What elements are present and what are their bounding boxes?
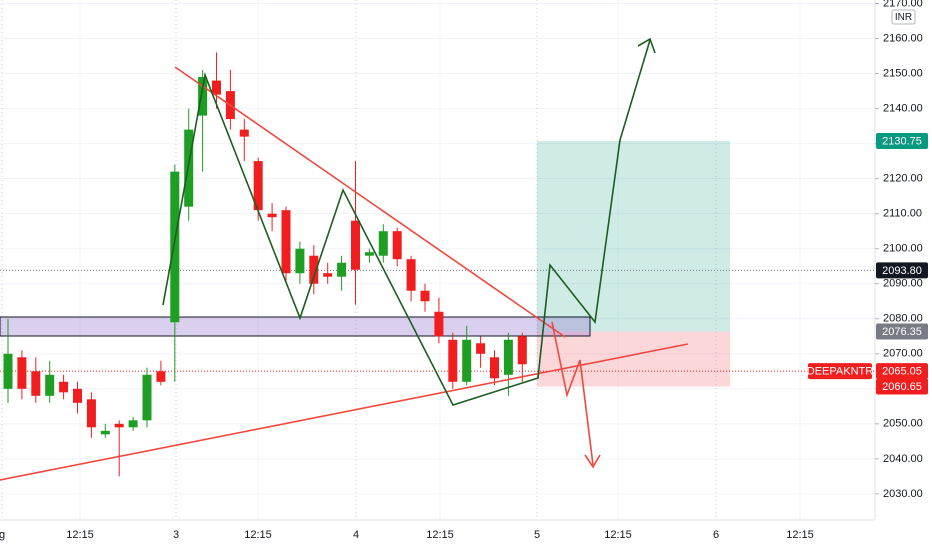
y-tick-label: 2170.00 xyxy=(883,0,923,9)
candle-body xyxy=(323,273,333,277)
y-tick-label: 2040.00 xyxy=(883,453,923,465)
resistance-trendline xyxy=(174,66,566,338)
x-tick-label: 5 xyxy=(534,529,540,541)
price-tag xyxy=(876,323,928,340)
price-tag-label: 2060.65 xyxy=(882,381,922,393)
price-tag-label: 2065.05 xyxy=(882,366,922,378)
x-tick-label: g xyxy=(0,529,5,541)
candle-body xyxy=(295,248,305,274)
y-tick-label: 2140.00 xyxy=(883,102,923,114)
x-tick-label: 12:15 xyxy=(786,529,814,541)
y-tick-label: 2070.00 xyxy=(883,348,923,360)
currency-box xyxy=(891,9,916,25)
x-tick-label: 3 xyxy=(173,529,179,541)
x-tick-label: 12:15 xyxy=(66,529,94,541)
candles xyxy=(3,52,527,477)
price-tag xyxy=(876,363,928,380)
x-tick-label: 12:15 xyxy=(244,529,272,541)
y-tick-label: 2100.00 xyxy=(883,243,923,255)
candle-body xyxy=(128,420,138,428)
candle-body xyxy=(364,252,374,256)
drawings xyxy=(0,37,689,481)
y-tick-label: 2090.00 xyxy=(883,278,923,290)
candle-body xyxy=(420,290,430,302)
time-axis: g 12:15 3 12:15 4 12:15 5 12:15 6 12:15 xyxy=(0,529,814,541)
x-tick-label: 12:15 xyxy=(426,529,454,541)
y-tick-label: 2050.00 xyxy=(883,418,923,430)
candle-body xyxy=(351,220,360,270)
x-tick-label: 6 xyxy=(713,529,719,541)
price-tag xyxy=(876,262,928,279)
y-tick-label: 2080.00 xyxy=(883,313,923,325)
candle-body xyxy=(198,77,208,116)
y-tick-label: 2150.00 xyxy=(883,67,923,79)
x-tick-label: 12:15 xyxy=(604,529,632,541)
zones xyxy=(0,140,875,387)
candle-body xyxy=(45,374,55,396)
candle-body xyxy=(448,339,458,382)
candle-body xyxy=(17,357,27,389)
price-tag-label: 2076.35 xyxy=(882,326,922,338)
demand-zone xyxy=(0,316,591,337)
candle-body xyxy=(73,388,82,403)
candle-body xyxy=(462,339,472,382)
candle-body xyxy=(156,371,166,382)
down-arrow-head xyxy=(584,454,601,469)
candle-body xyxy=(100,430,110,435)
candle-body xyxy=(503,339,513,375)
x-tick-label: 4 xyxy=(353,529,359,541)
candle-body xyxy=(170,171,180,323)
price-axis: 2030.002040.002050.002060.002070.002080.… xyxy=(875,0,923,500)
candle-body xyxy=(59,381,69,393)
candle-body xyxy=(3,353,13,389)
candle-body xyxy=(392,231,402,260)
candle-body xyxy=(253,161,263,211)
candle-body xyxy=(517,336,527,365)
candle-body xyxy=(490,357,499,379)
candle-body xyxy=(86,399,96,428)
down-path xyxy=(551,321,594,466)
support-trendline xyxy=(0,343,689,481)
symbol-tag xyxy=(808,363,872,380)
candle-body xyxy=(309,255,319,284)
candle-body xyxy=(337,262,347,277)
candle-body xyxy=(476,343,486,354)
price-tags: 2130.75 2093.80 2076.35 2065.05 2060.65 DEEPA… xyxy=(807,132,928,395)
candle-body xyxy=(267,213,277,218)
candle-body xyxy=(114,423,124,428)
stop-zone xyxy=(537,331,730,387)
candle-body xyxy=(434,311,444,337)
candle-body xyxy=(239,129,249,137)
candle-body xyxy=(212,80,221,95)
y-tick-label: 2160.00 xyxy=(883,32,923,44)
projection-path xyxy=(162,39,651,406)
y-tick-label: 2120.00 xyxy=(883,173,923,185)
symbol-tag-label: DEEPAKNTR xyxy=(807,366,873,378)
candle-body xyxy=(142,374,152,421)
price-tag-label: 2130.75 xyxy=(882,135,922,147)
y-tick-label: 2110.00 xyxy=(883,208,922,220)
currency: INR xyxy=(895,12,912,23)
up-arrow-head xyxy=(637,37,656,54)
price-tag-label: 2093.80 xyxy=(882,265,922,277)
candle-body xyxy=(378,231,388,256)
candle-body xyxy=(406,259,416,291)
candle-body xyxy=(281,210,291,274)
grid xyxy=(0,0,875,520)
y-tick-label: 2030.00 xyxy=(883,488,923,500)
price-tag xyxy=(876,132,928,149)
target-zone xyxy=(537,140,730,332)
candle-body xyxy=(31,371,41,396)
price-tag xyxy=(876,378,928,395)
